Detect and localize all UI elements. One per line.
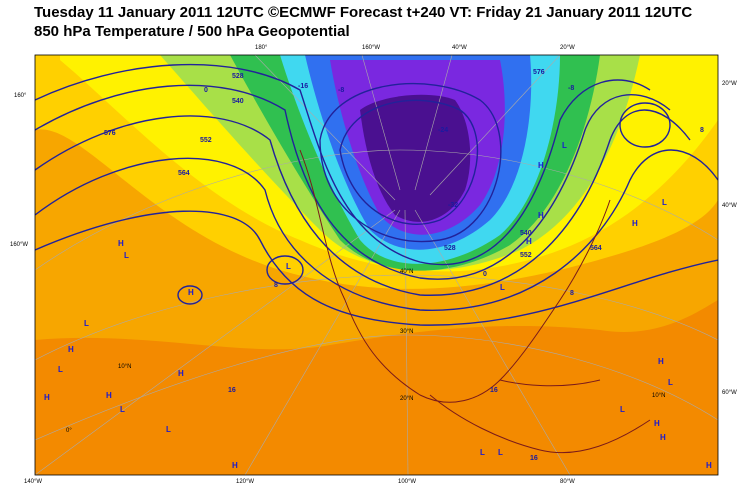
subtitle: 850 hPa Temperature / 500 hPa Geopotenti… — [34, 23, 350, 40]
pressure-center: H — [632, 219, 638, 228]
graticule-label: 40°W — [452, 45, 467, 51]
pressure-center: H — [538, 211, 544, 220]
contour-label: 528 — [444, 245, 456, 252]
pressure-center: H — [106, 391, 112, 400]
pressure-center: H — [188, 288, 194, 297]
coastlines — [299, 149, 651, 454]
contour-label: 552 — [200, 137, 212, 144]
graticule-label: 140°W — [24, 479, 42, 485]
pressure-center: H — [658, 357, 664, 366]
pressure-center: L — [668, 378, 673, 387]
graticule-label: 0° — [66, 428, 72, 434]
contour-label: -32 — [448, 202, 458, 209]
pressure-center: H — [44, 393, 50, 402]
pressure-center: H — [660, 433, 666, 442]
graticule — [35, 55, 718, 475]
contour-label: 16 — [228, 387, 236, 394]
contour-label: -16 — [298, 83, 308, 90]
pressure-center: L — [662, 198, 667, 207]
pressure-center: L — [58, 365, 63, 374]
pressure-center: H — [654, 419, 660, 428]
pressure-center: H — [68, 345, 74, 354]
contour-label: 0 — [483, 271, 487, 278]
pressure-center: H — [706, 461, 712, 470]
graticule-label: 40°N — [400, 269, 413, 275]
graticule-label: 180° — [255, 45, 268, 51]
graticule-label: 160°W — [10, 242, 28, 248]
pressure-center: L — [620, 405, 625, 414]
graticule-label: 20°N — [400, 396, 413, 402]
contour-label: 8 — [570, 290, 574, 297]
pressure-center: H — [232, 461, 238, 470]
contour-label: 16 — [530, 455, 538, 462]
pressure-center: H — [178, 369, 184, 378]
graticule-label: 120°W — [236, 479, 254, 485]
pressure-center: L — [166, 425, 171, 434]
pressure-center: H — [526, 237, 532, 246]
contour-label: 576 — [533, 69, 545, 76]
pressure-center: L — [120, 405, 125, 414]
pressure-center: L — [500, 283, 505, 292]
graticule-label: 40°W — [722, 203, 737, 209]
graticule-label: 10°N — [652, 393, 665, 399]
graticule-label: 80°W — [560, 479, 575, 485]
map-frame — [34, 54, 719, 476]
temperature-field — [35, 55, 718, 475]
contour-label: 540 — [232, 98, 244, 105]
pressure-center: L — [124, 251, 129, 260]
contour-label: -8 — [568, 85, 574, 92]
contour-label: -8 — [338, 87, 344, 94]
contour-label: 540 — [520, 230, 532, 237]
contour-label: 564 — [590, 245, 602, 252]
contour-label: 564 — [178, 170, 190, 177]
graticule-label: 30°N — [400, 329, 413, 335]
pressure-center: L — [84, 319, 89, 328]
graticule-label: 160°W — [362, 45, 380, 51]
contour-label: 0 — [204, 87, 208, 94]
graticule-label: 10°N — [118, 364, 131, 370]
pressure-center: L — [480, 448, 485, 457]
contour-label: 528 — [232, 73, 244, 80]
graticule-label: 20°W — [560, 45, 575, 51]
title: Tuesday 11 January 2011 12UTC ©ECMWF For… — [34, 4, 693, 21]
graticule-label: 160° — [14, 93, 27, 99]
graticule-label: 100°W — [398, 479, 416, 485]
contour-label: 16 — [490, 387, 498, 394]
pressure-center: L — [286, 262, 291, 271]
graticule-label: 60°W — [722, 390, 737, 396]
pressure-center: L — [562, 141, 567, 150]
contour-label: -24 — [438, 127, 448, 134]
geopotential-contours — [35, 63, 718, 326]
pressure-center: L — [498, 448, 503, 457]
contour-label: 552 — [520, 252, 532, 259]
contour-label: 8 — [700, 127, 704, 134]
pressure-center: H — [538, 161, 544, 170]
pressure-center: H — [118, 239, 124, 248]
contour-label: 8 — [274, 282, 278, 289]
contour-label: 576 — [104, 130, 116, 137]
graticule-label: 20°W — [722, 81, 737, 87]
